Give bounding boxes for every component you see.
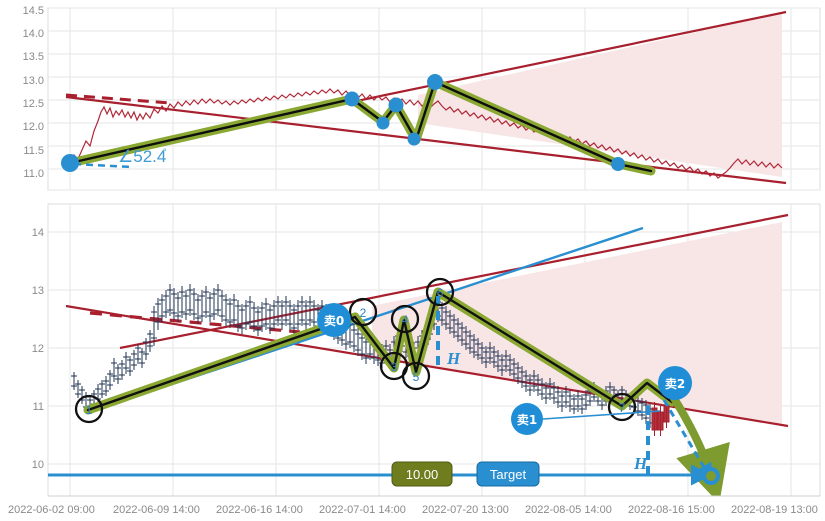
angle-degree-symbol: °	[163, 147, 167, 157]
xtick-1: 2022-06-09 14:00	[113, 504, 200, 516]
xtick-4: 2022-07-20 13:00	[422, 504, 509, 516]
upper-ytick-2: 13.5	[22, 51, 44, 63]
upper-pivot-dot-4	[388, 97, 404, 113]
xtick-7: 2022-08-19 13:00	[731, 504, 818, 516]
target-price-box[interactable]: 10.00	[391, 461, 453, 487]
pivot-marker-6: 6	[425, 277, 455, 307]
pivot-marker-5-label: 5	[413, 370, 420, 384]
target-button[interactable]: Target	[476, 461, 540, 487]
upper-panel: ∠52.4 °	[47, 7, 821, 191]
lower-ytick-3: 11	[32, 401, 44, 413]
height-label-right: H	[633, 454, 648, 473]
lower-ytick-0: 14	[31, 227, 44, 239]
upper-ytick-3: 13.0	[22, 75, 44, 87]
signal-badge-sell1[interactable]: 卖1	[511, 403, 661, 435]
lower-ytick-2: 12	[31, 343, 44, 355]
lower-dashed-extension	[89, 311, 301, 334]
lower-panel: 1 2 3 4 5	[47, 203, 821, 497]
signal-badge-sell2-label: 卖2	[665, 376, 685, 391]
pivot-marker-1: 1	[74, 394, 104, 424]
upper-wedge-fill	[418, 13, 782, 177]
upper-pivot-dot-3	[376, 116, 390, 130]
signal-badge-sell0[interactable]: 卖0	[317, 303, 351, 337]
pivot-marker-4-label: 4	[402, 313, 409, 327]
signal-badge-sell1-label: 卖1	[517, 412, 537, 427]
upper-angle-baseline	[73, 162, 133, 169]
xtick-3: 2022-07-01 14:00	[319, 504, 406, 516]
pivot-marker-2-label: 2	[360, 306, 367, 320]
signal-badge-sell0-label: 卖0	[324, 313, 344, 328]
pivot-marker-4: 4	[390, 304, 420, 334]
xtick-6: 2022-08-16 15:00	[628, 504, 715, 516]
upper-pivot-dot-5	[407, 132, 421, 146]
upper-price-line	[69, 88, 783, 179]
upper-pivot-dot-1	[61, 154, 79, 172]
xtick-0: 2022-06-02 09:00	[8, 504, 95, 516]
lower-projection-dashed	[662, 399, 713, 482]
lower-pivot-markers: 1 2 3 4 5	[74, 277, 637, 424]
pivot-marker-1-label: 1	[86, 403, 93, 417]
upper-ytick-5: 12.0	[22, 121, 44, 133]
pivot-marker-3-label: 3	[391, 360, 398, 374]
angle-text: ∠52.4	[118, 147, 166, 166]
height-label-mid: H	[446, 349, 461, 368]
upper-ytick-7: 11.0	[23, 168, 44, 180]
xtick-2: 2022-06-16 14:00	[216, 504, 303, 516]
upper-ytick-4: 12.5	[22, 98, 44, 110]
lower-ytick-1: 13	[31, 285, 44, 297]
upper-ytick-1: 14.0	[22, 28, 44, 40]
signal-sell1-connector	[542, 410, 661, 420]
target-price-label: 10.00	[406, 467, 439, 482]
target-button-label: Target	[490, 467, 527, 482]
upper-pivot-dot-7	[611, 157, 625, 171]
upper-pivot-dot-6	[427, 74, 443, 90]
upper-angle-annotation: ∠52.4 °	[118, 147, 167, 166]
upper-ytick-6: 11.5	[23, 145, 44, 157]
pivot-marker-6-label: 6	[437, 286, 444, 300]
xtick-5: 2022-08-05 14:00	[525, 504, 612, 516]
pivot-marker-2: 2	[348, 297, 378, 327]
upper-pivot-dot-2	[344, 91, 360, 107]
pivot-marker-7: 7	[607, 392, 637, 422]
target-endpoint-inner	[706, 471, 716, 481]
lower-ytick-4: 10	[31, 459, 44, 471]
upper-ytick-0: 14.5	[22, 5, 44, 17]
signal-badge-sell2[interactable]: 卖2	[658, 366, 692, 400]
upper-support-line	[65, 95, 787, 185]
lower-zigzag-core	[86, 290, 674, 412]
pivot-marker-5: 5	[401, 361, 431, 391]
pivot-marker-7-label: 7	[619, 401, 626, 415]
